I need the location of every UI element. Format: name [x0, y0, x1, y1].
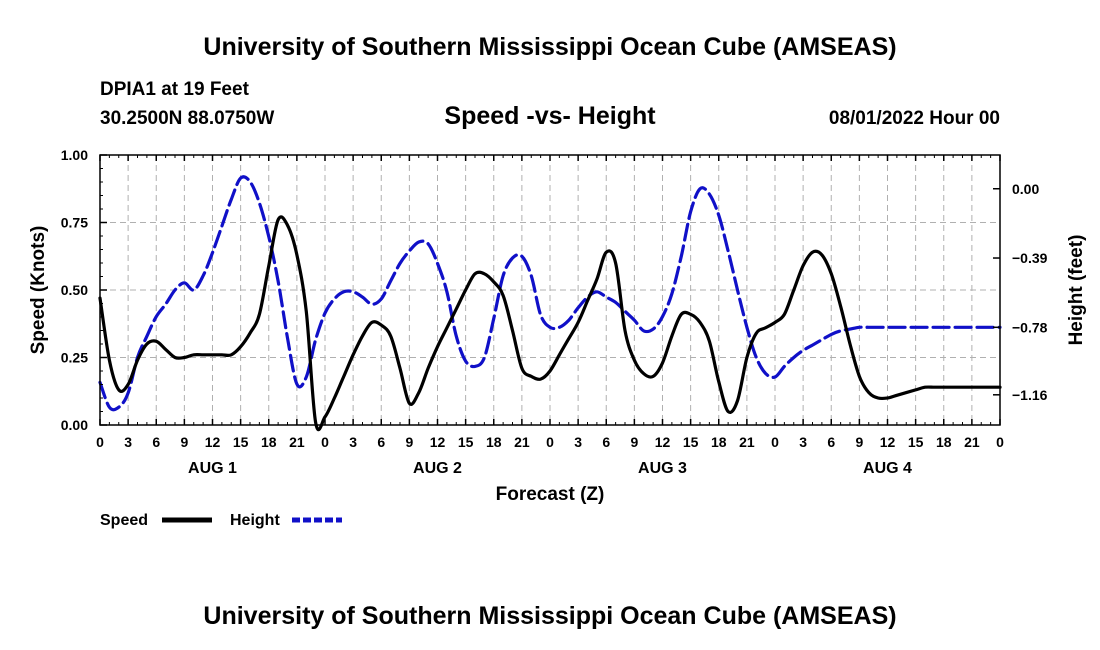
x-tick-label: 15 [233, 434, 249, 450]
location-label: 30.2500N 88.0750W [100, 108, 274, 129]
y-tick-label: 1.00 [61, 147, 88, 163]
x-tick-label: 12 [205, 434, 221, 450]
x-tick-label: 3 [349, 434, 357, 450]
day-label: AUG 4 [863, 460, 912, 477]
x-tick-label: 3 [799, 434, 807, 450]
y-tick-label: 0.50 [61, 282, 88, 298]
speed-series-line [98, 215, 1002, 432]
axes: 0 3 6 9 12 15 18 21 0 3 6 9 12 15 18 21 0 3 6 9 12 15 18 21 0 3 6 9… [61, 147, 1048, 477]
x-tick-label: 3 [574, 434, 582, 450]
x-tick-label: 0 [546, 434, 554, 450]
x-tick-label: 21 [289, 434, 305, 450]
x-tick-label: 21 [739, 434, 755, 450]
x-tick-label: 21 [514, 434, 530, 450]
x-tick-label: 18 [261, 434, 277, 450]
x-tick-label: 12 [880, 434, 896, 450]
day-label: AUG 1 [188, 460, 237, 477]
legend-speed-label: Speed [100, 512, 148, 529]
x-axis-label: Forecast (Z) [496, 484, 605, 505]
x-tick-label: 0 [996, 434, 1004, 450]
x-tick-label: 9 [855, 434, 863, 450]
height-series-line [98, 175, 1002, 412]
y-tick-label: 0.00 [61, 417, 88, 433]
y2-axis-label: Height (feet) [1066, 235, 1087, 346]
x-tick-label: 12 [430, 434, 446, 450]
x-tick-label: 15 [683, 434, 699, 450]
datetime-label: 08/01/2022 Hour 00 [829, 108, 1000, 129]
x-tick-label: 9 [405, 434, 413, 450]
x-tick-label: 9 [630, 434, 638, 450]
x-tick-label: 21 [964, 434, 980, 450]
x-tick-label: 15 [908, 434, 924, 450]
x-tick-label: 6 [152, 434, 160, 450]
chart-title: Speed -vs- Height [444, 102, 656, 130]
x-tick-label: 18 [486, 434, 502, 450]
x-tick-label: 3 [124, 434, 132, 450]
x-tick-label: 9 [180, 434, 188, 450]
legend: Speed Height [100, 512, 342, 529]
y-tick-label: 0.25 [61, 350, 88, 366]
y2-tick-label: 0.00 [1012, 181, 1039, 197]
title-bottom: University of Southern Mississippi Ocean… [203, 602, 896, 630]
x-tick-label: 0 [771, 434, 779, 450]
x-tick-label: 12 [655, 434, 671, 450]
legend-height-label: Height [230, 512, 280, 529]
station-label: DPIA1 at 19 Feet [100, 79, 250, 100]
x-tick-label: 6 [377, 434, 385, 450]
y-tick-label: 0.75 [61, 215, 88, 231]
x-tick-label: 18 [936, 434, 952, 450]
y2-tick-label: −0.39 [1012, 250, 1048, 266]
x-tick-label: 6 [827, 434, 835, 450]
y2-tick-label: −0.78 [1012, 319, 1048, 335]
y2-tick-label: −1.16 [1012, 387, 1048, 403]
grid [100, 155, 1000, 425]
series-layer [98, 175, 1002, 432]
title-top: University of Southern Mississippi Ocean… [203, 33, 896, 61]
day-label: AUG 2 [413, 460, 462, 477]
day-label: AUG 3 [638, 460, 687, 477]
x-tick-label: 15 [458, 434, 474, 450]
x-tick-label: 18 [711, 434, 727, 450]
x-tick-label: 0 [96, 434, 104, 450]
x-tick-label: 6 [602, 434, 610, 450]
y-axis-label: Speed (Knots) [28, 226, 49, 355]
x-tick-label: 0 [321, 434, 329, 450]
